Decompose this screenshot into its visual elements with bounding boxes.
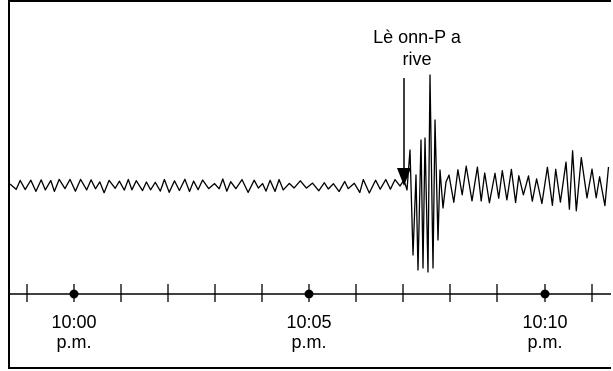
minute-dot-1010 <box>540 289 550 299</box>
p-wave-arrow <box>397 78 411 186</box>
minute-dot-1000 <box>69 289 79 299</box>
time-label-1005: 10:05 p.m. <box>279 312 339 352</box>
annotation-line-2: rive <box>402 49 432 69</box>
time-label-time: 10:05 <box>286 312 332 332</box>
time-label-time: 10:00 <box>51 312 97 332</box>
diagram-frame <box>8 0 611 369</box>
time-label-time: 10:10 <box>522 312 568 332</box>
seismogram-trace <box>9 74 610 273</box>
time-label-1000: 10:00 p.m. <box>44 312 104 352</box>
time-label-1010: 10:10 p.m. <box>515 312 575 352</box>
time-label-ampm: p.m. <box>527 332 563 352</box>
time-label-ampm: p.m. <box>291 332 327 352</box>
time-label-ampm: p.m. <box>56 332 92 352</box>
annotation-line-1: Lè onn-P a <box>373 27 461 47</box>
p-wave-annotation: Lè onn-P a rive <box>352 26 482 70</box>
minute-dot-1005 <box>304 289 314 299</box>
